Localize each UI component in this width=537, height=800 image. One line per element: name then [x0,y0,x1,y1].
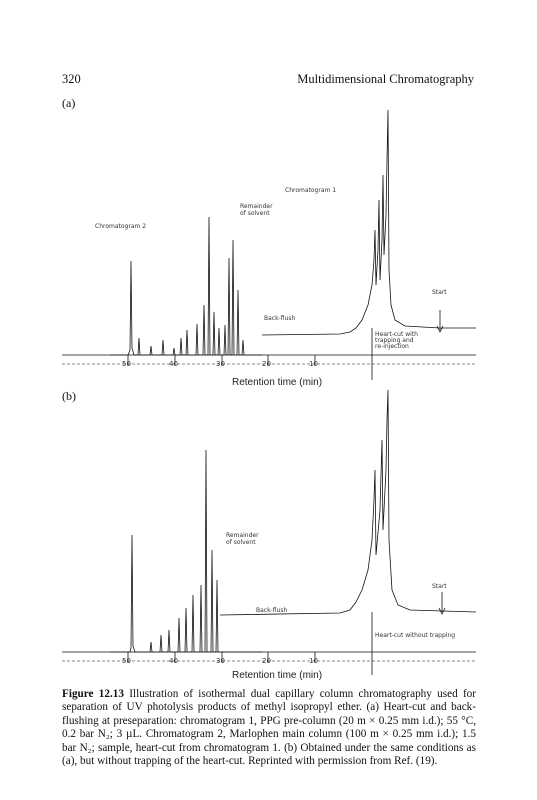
tick-label: 40 [169,657,178,665]
axis-label: Retention time (min) [232,670,322,681]
axis-label: Retention time (min) [232,377,322,388]
tick-label: 10 [309,657,318,665]
back-flush-label: Back-flush [264,315,295,322]
remainder-label-line2: of solvent [226,539,256,546]
caption-text: Illustration of isothermal dual capillar… [62,688,476,768]
heart-cut-label: Heart-cut without trapping [375,632,455,639]
chromatogram-2-trace [110,216,262,356]
tick-label: 50 [122,657,131,665]
tick-label: 30 [216,657,225,665]
start-arrow [436,325,444,333]
panel-b-label: (b) [62,389,76,403]
chromatogram-panel-a: Chromatogram 1 Chromatogram 2 Remainder … [62,109,476,388]
tick-label: 20 [262,657,271,665]
tick-label: 10 [309,360,318,368]
start-arrow [438,607,446,615]
tick-label: 30 [216,360,225,368]
tick-label: 40 [169,360,178,368]
heart-cut-label-line1: Heart-cut with [375,331,418,338]
figure-caption: Figure 12.13 Illustration of isothermal … [62,688,476,768]
start-label: Start [432,583,447,590]
remainder-label-line1: Remainder [226,532,259,539]
start-label: Start [432,289,447,296]
panel-a-label: (a) [62,96,76,110]
chromatogram-1-label: Chromatogram 1 [285,187,336,194]
heart-cut-label-line3: re-injection [375,343,409,350]
running-title: Multidimensional Chromatography [297,72,474,86]
chromatogram-panel-b: Remainder of solvent Back-flush Start He… [62,389,477,681]
tick-label: 50 [122,360,131,368]
heart-cut-label-line2: trapping and [375,337,414,344]
chromatogram-2-label: Chromatogram 2 [95,223,146,230]
page-number: 320 [62,72,81,86]
remainder-label-line2: of solvent [240,210,270,217]
chromatogram-1-trace [219,389,477,616]
remainder-label-line1: Remainder [240,203,273,210]
figure-number: Figure 12.13 [62,688,124,700]
chromatogram-1-trace [261,109,476,336]
tick-label: 20 [262,360,271,368]
back-flush-label: Back-flush [256,607,287,614]
chromatogram-2-trace [110,449,262,653]
